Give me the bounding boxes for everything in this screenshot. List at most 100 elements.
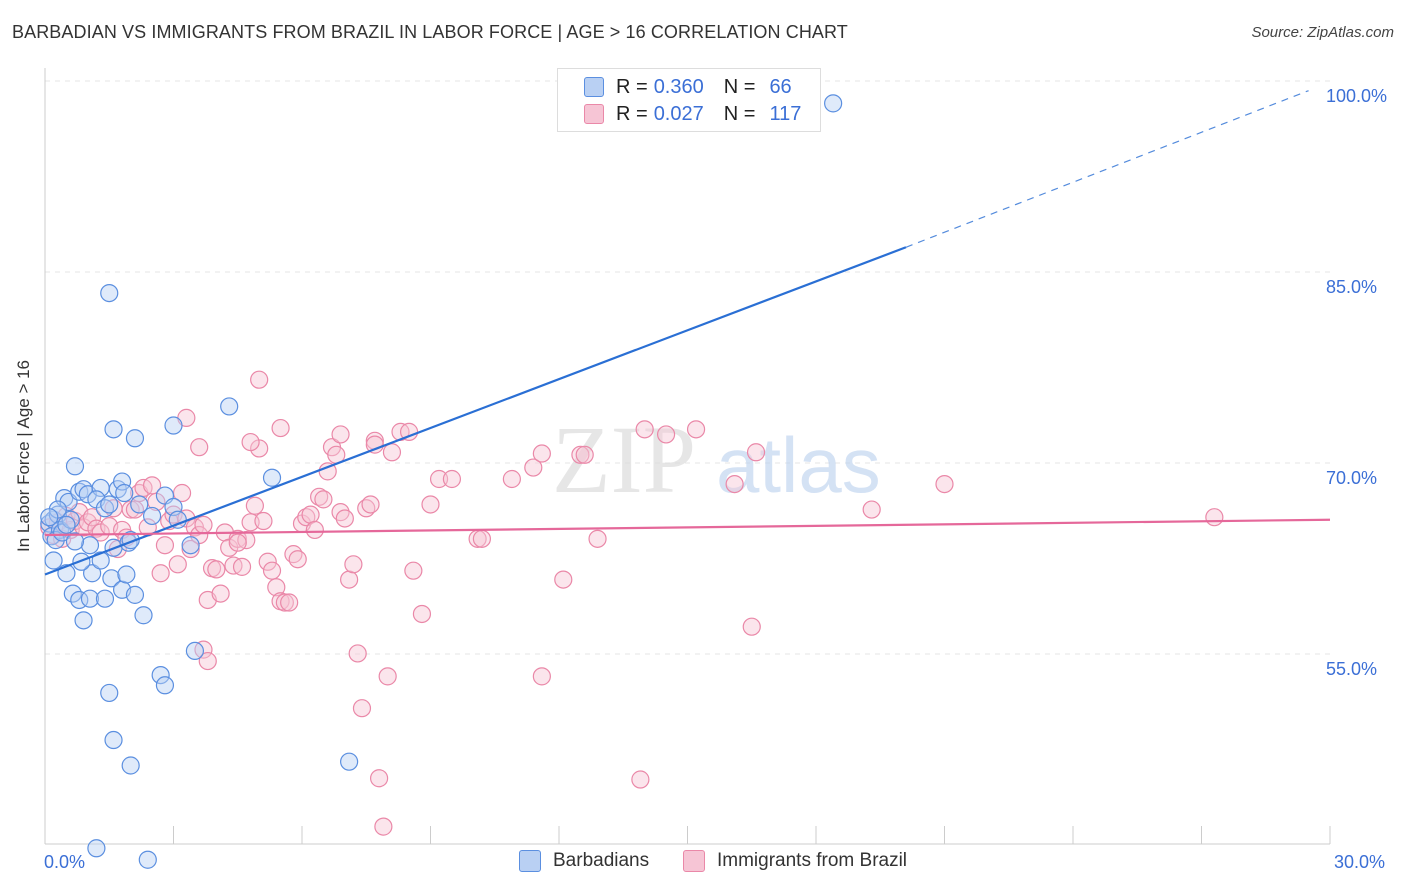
point-brazil <box>190 438 209 457</box>
series-legend: Barbadians Immigrants from Brazil <box>0 850 1406 880</box>
legend-swatch-brazil <box>683 850 705 872</box>
point-brazil <box>532 667 551 686</box>
point-barbadians <box>138 850 157 869</box>
point-barbadians <box>80 589 100 608</box>
point-brazil <box>245 496 264 515</box>
point-brazil <box>207 560 226 579</box>
legend-n-label: N = <box>723 102 756 125</box>
point-barbadians <box>83 564 102 583</box>
correlation-legend: R = 0.360 N = 66 R = 0.027 N = 117 <box>557 68 821 132</box>
watermark: ZIP atlas <box>552 406 881 513</box>
point-brazil <box>348 644 367 663</box>
x-tick-label-min: 0.0% <box>44 852 86 872</box>
point-brazil <box>412 604 432 624</box>
point-barbadians <box>112 472 132 491</box>
point-brazil <box>288 550 307 569</box>
legend-label-brazil: Immigrants from Brazil <box>717 850 908 871</box>
point-brazil <box>554 570 573 589</box>
point-brazil <box>1205 508 1224 527</box>
point-brazil <box>271 418 290 438</box>
legend-r-value: 0.360 <box>653 75 704 98</box>
point-barbadians <box>164 416 183 435</box>
point-barbadians <box>125 585 145 604</box>
y-tick-label: 100.0% <box>1326 86 1388 106</box>
point-barbadians <box>102 569 121 588</box>
point-brazil <box>571 445 590 464</box>
point-brazil <box>421 495 440 514</box>
legend-n-value: 117 <box>769 102 802 125</box>
point-brazil <box>267 578 286 597</box>
legend-r-label: R = <box>616 75 648 98</box>
point-brazil <box>532 444 551 463</box>
point-brazil <box>365 435 384 454</box>
point-brazil <box>241 432 260 452</box>
series-barbadians <box>40 94 843 869</box>
watermark-zip: ZIP <box>552 406 696 513</box>
point-brazil <box>524 458 543 477</box>
point-barbadians <box>181 536 200 555</box>
point-barbadians <box>117 565 136 584</box>
point-barbadians <box>74 611 93 630</box>
point-brazil <box>262 561 282 580</box>
point-barbadians <box>340 752 359 771</box>
point-brazil <box>404 561 423 580</box>
point-barbadians <box>87 839 106 858</box>
point-barbadians <box>65 532 85 551</box>
point-barbadians <box>44 551 63 570</box>
point-brazil <box>472 529 491 548</box>
point-barbadians <box>151 665 170 685</box>
point-barbadians <box>80 536 100 555</box>
y-tick-label: 85.0% <box>1326 277 1378 297</box>
point-barbadians <box>104 420 123 439</box>
axes <box>44 68 1331 845</box>
point-brazil <box>232 557 252 576</box>
point-barbadians <box>121 756 140 775</box>
point-brazil <box>352 699 372 718</box>
point-brazil <box>340 570 359 589</box>
series-brazil <box>40 370 1224 836</box>
point-brazil <box>228 533 247 552</box>
watermark-atlas: atlas <box>716 421 881 509</box>
point-brazil <box>374 817 393 836</box>
legend-item-brazil[interactable]: Immigrants from Brazil <box>683 850 907 872</box>
point-barbadians <box>155 676 175 695</box>
point-barbadians <box>185 641 205 661</box>
point-brazil <box>725 474 744 494</box>
legend-item-barbadians[interactable]: Barbadians <box>519 850 649 872</box>
point-barbadians <box>134 606 153 625</box>
point-barbadians <box>91 551 110 570</box>
y-tick-label: 70.0% <box>1326 468 1378 488</box>
point-brazil <box>305 520 324 540</box>
trendlines <box>44 90 1331 576</box>
point-brazil <box>280 593 299 612</box>
legend-swatch-barbadians <box>584 77 604 97</box>
legend-swatch-barbadians <box>519 850 541 872</box>
point-barbadians <box>262 468 282 487</box>
point-brazil <box>344 555 363 574</box>
point-brazil <box>631 770 650 789</box>
point-brazil <box>198 651 217 671</box>
point-brazil <box>935 474 954 494</box>
point-barbadians <box>95 589 115 608</box>
point-brazil <box>83 508 102 527</box>
trendline-barbadians-extrapolated <box>905 90 1309 248</box>
point-barbadians <box>115 483 134 503</box>
legend-r-value: 0.027 <box>653 102 704 125</box>
point-brazil <box>862 500 881 519</box>
point-brazil <box>194 515 213 534</box>
point-barbadians <box>104 730 123 750</box>
point-brazil <box>378 667 397 686</box>
point-brazil <box>575 445 594 464</box>
legend-swatch-brazil <box>584 104 604 124</box>
legend-r-label: R = <box>616 102 648 125</box>
point-barbadians <box>220 397 239 416</box>
point-brazil <box>275 593 294 612</box>
point-brazil <box>151 564 170 583</box>
point-brazil <box>656 425 676 444</box>
point-brazil <box>502 469 521 489</box>
point-brazil <box>686 420 706 439</box>
point-barbadians <box>824 94 843 113</box>
point-barbadians <box>142 506 162 526</box>
point-brazil <box>121 500 140 519</box>
